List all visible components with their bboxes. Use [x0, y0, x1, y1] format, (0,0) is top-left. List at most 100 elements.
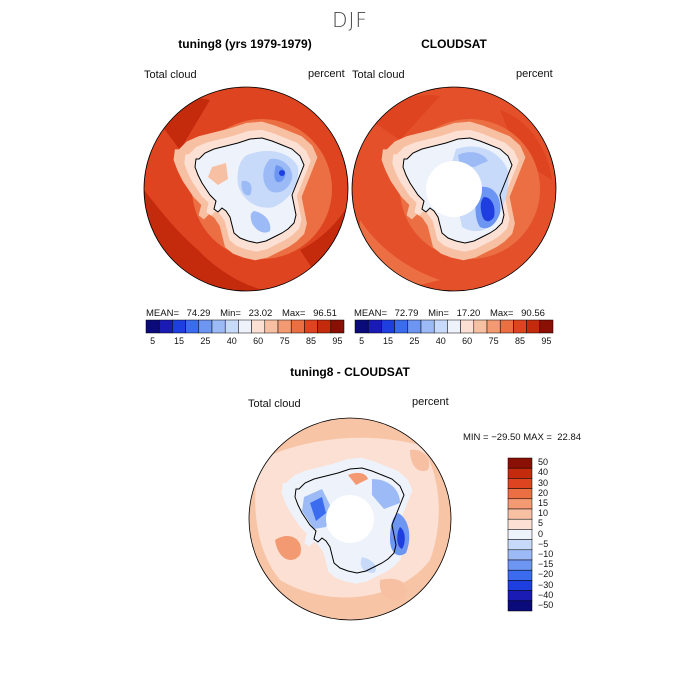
colorbar-swatch	[507, 600, 533, 612]
colorbar-1-tick-label: 5	[150, 336, 156, 346]
colorbar-1-tick-label: 85	[305, 336, 316, 346]
positive-anomaly	[348, 472, 368, 485]
panel-1-stats: MEAN= 74.29 Min= 23.02 Max= 96.51	[146, 308, 337, 319]
colorbar-swatch	[158, 319, 173, 334]
colorbar-2-tick-label: 60	[462, 336, 473, 346]
season-title: DJF	[332, 8, 368, 32]
low-cloud-region	[458, 152, 488, 167]
colorbar-2-tick-label: 25	[409, 336, 420, 346]
colorbar-swatch	[526, 319, 541, 334]
colorbar-swatch	[211, 319, 226, 334]
positive-anomaly	[275, 535, 301, 560]
mean-value: 72.79	[394, 308, 419, 319]
colorbar-1-tick-label: 25	[200, 336, 211, 346]
colorbar-swatch	[486, 319, 501, 334]
colorbar-swatch	[394, 319, 409, 334]
colorbar-3-tick-label: 15	[538, 497, 549, 508]
min-value: 23.02	[248, 308, 273, 319]
colorbar-3-tick-label: −20	[538, 569, 554, 580]
contour-ring	[360, 220, 440, 290]
mean-label: MEAN=	[354, 308, 387, 319]
colorbar-1-tick-label: 40	[226, 336, 237, 346]
low-cloud-region	[241, 180, 252, 196]
panel-2-title: CLOUDSAT	[421, 37, 487, 51]
negative-anomaly	[310, 497, 326, 521]
colorbar-3-tick-label: 5	[538, 518, 544, 529]
colorbar-swatch	[507, 488, 533, 500]
panel-1-field-label: Total cloud	[144, 69, 197, 81]
panel-2-stats: MEAN= 72.79 Min= 17.20 Max= 90.56	[354, 308, 545, 319]
colorbar-3-tick-label: 40	[538, 467, 549, 478]
colorbar-swatch	[304, 319, 318, 334]
colorbar-swatch	[507, 467, 533, 479]
colorbar-3-tick-label: 20	[538, 487, 549, 498]
low-cloud-region	[480, 197, 495, 222]
colorbar-swatch	[420, 319, 435, 334]
colorbar-swatch	[198, 319, 213, 334]
colorbar-swatch	[172, 319, 186, 334]
colorbar-swatch	[539, 319, 554, 334]
map-border	[351, 86, 557, 292]
colorbar-swatch	[507, 549, 533, 561]
panel-1-title: tuning8 (yrs 1979-1979)	[178, 37, 312, 51]
min-label: Min=	[220, 308, 241, 319]
colorbar-swatch	[507, 529, 533, 540]
colorbar-swatch	[367, 319, 382, 334]
max-value: 96.51	[313, 308, 337, 319]
colorbar-3-tick-label: −10	[538, 548, 554, 559]
colorbar-swatch	[433, 319, 448, 334]
colorbar-swatch	[507, 539, 533, 551]
colorbar-swatch	[447, 319, 461, 334]
missing-data-hole	[326, 495, 374, 543]
colorbar-swatch	[507, 498, 533, 510]
panel-3-stats: MIN = −29.50 MAX = 22.84	[463, 432, 582, 443]
negative-anomaly	[360, 557, 377, 573]
negative-anomaly	[397, 527, 405, 549]
colorbar-swatch	[499, 319, 514, 334]
colorbar-swatch	[317, 319, 332, 334]
colorbar-swatch	[507, 518, 533, 530]
colorbar-swatch	[185, 319, 200, 334]
map-panel-1	[143, 86, 349, 292]
colorbar-swatch	[277, 319, 292, 334]
colorbar-3-tick-label: 50	[538, 457, 549, 468]
colorbar-swatch	[251, 319, 266, 334]
colorbar-swatch	[264, 319, 279, 334]
colorbar-swatch	[507, 478, 533, 489]
colorbar-swatch	[507, 580, 533, 591]
colorbar-swatch	[354, 319, 369, 334]
colorbar-swatch	[473, 319, 488, 334]
max-label: Max=	[489, 308, 514, 319]
colorbar-2-tick-label: 85	[514, 336, 525, 346]
colorbar-swatch	[290, 319, 305, 334]
colorbar-3-tick-label: 0	[538, 528, 544, 539]
colorbar-3	[507, 457, 533, 612]
high-cloud-band	[370, 95, 440, 140]
colorbar-1-tick-label: 95	[332, 336, 343, 346]
panel-3-title: tuning8 - CLOUDSAT	[290, 365, 410, 379]
colorbar-3-tick-label: −50	[538, 599, 554, 610]
panel-2-field-label: Total cloud	[352, 69, 405, 81]
colorbar-swatch	[224, 319, 239, 334]
map-panel-3	[248, 417, 452, 621]
colorbar-swatch	[238, 319, 252, 334]
min-label: Min=	[428, 308, 449, 319]
colorbar-2	[354, 319, 554, 334]
colorbar-swatch	[330, 319, 345, 334]
panel-2-units: percent	[516, 68, 553, 80]
colorbar-swatch	[381, 319, 395, 334]
colorbar-swatch	[507, 590, 533, 602]
colorbar-swatch	[145, 319, 160, 334]
colorbar-3-tick-label: −5	[538, 538, 549, 549]
min-value: 17.20	[456, 308, 481, 319]
panel-3-field-label: Total cloud	[248, 398, 301, 410]
colorbar-swatch	[513, 319, 527, 334]
positive-anomaly	[410, 449, 430, 472]
negative-anomaly	[372, 479, 400, 509]
max-label: Max=	[281, 308, 306, 319]
colorbar-1-tick-label: 75	[279, 336, 290, 346]
colorbar-3-tick-label: −40	[538, 589, 554, 600]
colorbar-3-tick-label: 30	[538, 477, 549, 488]
